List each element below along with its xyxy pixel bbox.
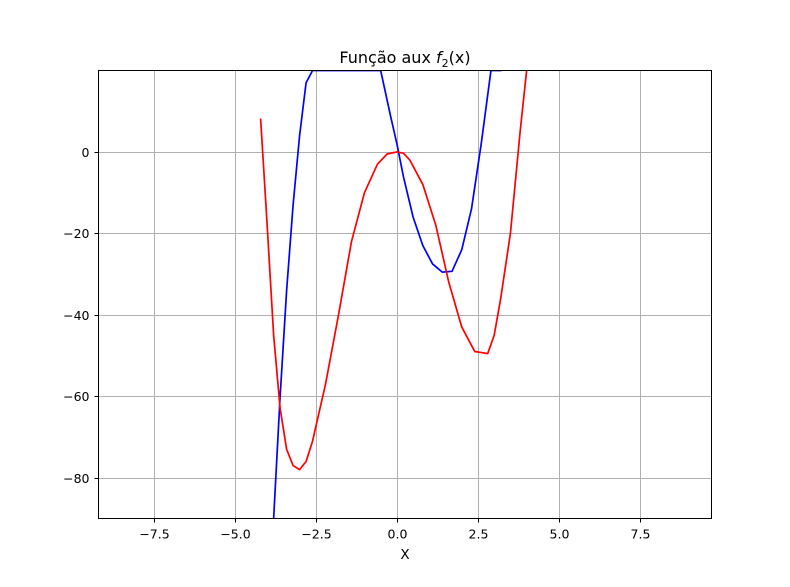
x-tick-label: 5.0 — [550, 527, 570, 542]
x-tick-label: 0.0 — [388, 527, 408, 542]
chart-title: Função aux f2(x) — [339, 48, 470, 70]
y-tick-label: −80 — [63, 471, 89, 486]
series-line-1 — [272, 70, 502, 519]
series-line-2 — [259, 70, 528, 471]
y-tick-label: −40 — [63, 308, 89, 323]
y-tick-label: 0 — [82, 145, 90, 160]
series-layer — [259, 70, 528, 519]
chart-title-suffix: (x) — [449, 48, 471, 67]
chart-title-prefix: Função aux — [339, 48, 436, 67]
y-tick-label: −20 — [63, 226, 89, 241]
x-axis-label: X — [400, 547, 409, 563]
ticks-layer: −7.5 −5.0 −2.5 0.0 2.5 5.0 7.5 0 −20 −40 −60 −80 — [63, 145, 650, 542]
grid-layer — [98, 70, 712, 519]
x-tick-label: −7.5 — [139, 527, 169, 542]
x-tick-label: 2.5 — [469, 527, 489, 542]
plot-frame — [98, 70, 712, 519]
chart-title-sub: 2 — [442, 57, 449, 70]
chart-title-math: f — [436, 48, 444, 67]
x-tick-label: 7.5 — [631, 527, 651, 542]
y-tick-label: −60 — [63, 389, 89, 404]
x-tick-label: −2.5 — [301, 527, 331, 542]
x-tick-label: −5.0 — [220, 527, 250, 542]
